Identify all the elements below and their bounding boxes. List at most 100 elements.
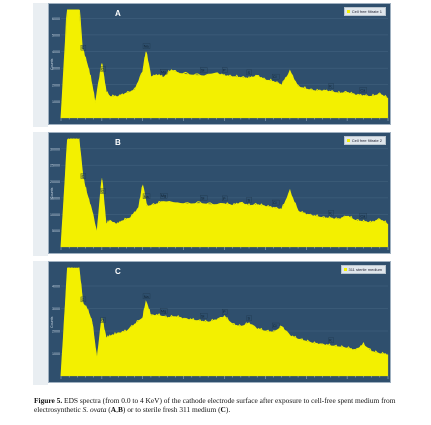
legend-c: 311 sterile medium [340,265,386,274]
peak-label-cl: Cl [273,324,277,328]
caption-text-5: ). [225,405,231,415]
peak-label-si: Si [201,69,205,73]
spectrum-panel-b: 30000 25000 20000 15000 10000 5000 B C O Na Mg Si P S… [48,132,391,254]
peak-label-box [142,193,151,199]
peak-label-box [246,69,252,76]
y-tick-label: 1000 [52,352,60,356]
spectrum-panel-c: 4000 3000 2000 1000 C C O Na Mg Si P S Cl K Counts 311… [48,261,391,383]
peak-label-k: K [329,85,332,89]
peak-label-box [272,199,280,206]
spectrum-a-svg: 6000 5000 4000 3000 2000 1000 A C O Na Mg Si P S Cl K Ca… [50,9,389,121]
peak-label-ca: Ca [360,88,366,92]
peak-label-o: O [101,190,104,194]
spectrum-area [60,138,389,248]
spectrum-panel-a: 6000 5000 4000 3000 2000 1000 A C O Na Mg Si P S Cl K Ca… [48,3,391,125]
peak-label-box [200,195,208,201]
spectrum-b-svg: 30000 25000 20000 15000 10000 5000 B C O Na Mg Si P S… [50,138,389,250]
peak-label-si: Si [201,314,205,318]
peak-label-box [80,296,87,303]
peak-label-k: K [329,211,332,215]
peak-label-p: P [223,69,226,73]
peak-label-box [160,308,168,314]
caption-bold-b: B [117,405,123,415]
y-tick-label: 4000 [52,50,60,54]
peak-label-o: O [101,319,104,323]
caption-text-2: ( [106,405,111,415]
peak-label-si: Si [201,196,205,200]
peak-label-c: C [82,175,85,179]
peak-label-box [142,43,151,49]
figure-label: Figure 5. [34,396,63,405]
peak-label-c: C [82,298,85,302]
peak-label-box [246,315,252,321]
figure-caption: Figure 5. EDS spectra (from 0.0 to 4 KeV… [34,396,426,415]
peak-label-box [359,87,367,93]
spectrum-line [60,9,387,119]
panel-letter: B [115,138,121,147]
peak-label-cl: Cl [273,201,277,205]
y-tick-label: 4000 [52,285,60,289]
panel-b-y-axis-frame [33,132,48,256]
y-tick-label: 2000 [52,83,60,87]
panel-a-y-axis-frame [33,3,48,127]
peak-label-box [80,173,87,179]
peak-label-box [200,67,208,73]
peak-label-box [246,197,252,203]
spectrum-line [60,138,388,248]
spectrum-line [60,267,387,377]
legend-b: Cell free filtrate 2 [343,136,386,145]
peak-label-box [272,322,280,329]
peak-label-box [100,66,106,72]
peak-label-box [100,317,106,323]
peak-label-s: S [248,71,251,75]
caption-bold-a: A [110,405,117,415]
peak-label-box [328,337,334,343]
spectrum-c-svg: 4000 3000 2000 1000 C C O Na Mg Si P S Cl K Counts [50,267,389,379]
peak-label-p: P [223,310,226,314]
peak-label-s: S [248,198,251,202]
panel-letter: C [115,267,121,276]
peak-label-o: O [101,67,104,71]
caption-text-4: ) or to sterile fresh 311 medium ( [122,405,221,415]
peak-label-mg: Mg [161,70,166,74]
peak-label-box [359,213,367,219]
spectrum-area [60,267,389,377]
y-tick-label: 25000 [50,164,60,168]
caption-text-3: , [116,405,118,415]
y-tick-label: 6000 [52,17,60,21]
caption-bold-c: C [220,405,226,415]
peak-label-box [272,73,280,80]
peak-label-k: K [329,339,332,343]
y-tick-label: 10000 [50,213,60,217]
legend-a: Cell free filtrate 1 [343,7,386,16]
y-tick-label: 5000 [52,33,60,37]
peak-label-s: S [248,317,251,321]
peak-label-box [200,313,208,319]
y-tick-label: 15000 [50,196,60,200]
y-tick-label: 1000 [52,100,60,104]
peak-label-box [222,67,228,73]
panel-c-y-axis-frame [33,261,48,385]
y-tick-label: 30000 [50,147,60,151]
peak-label-na: Na [144,195,150,199]
y-axis-label: Counts [50,187,54,199]
peak-label-cl: Cl [273,75,277,79]
panel-letter: A [115,9,121,18]
peak-label-box [328,210,334,216]
peak-label-box [222,309,228,315]
peak-label-box [80,45,87,51]
spectrum-area [60,9,389,119]
peak-label-box [160,69,168,75]
peak-label-box [100,188,106,194]
peak-label-box [222,195,228,202]
peak-label-mg: Mg [161,194,166,198]
peak-label-na: Na [144,295,150,299]
peak-label-ca: Ca [360,214,366,218]
peak-label-na: Na [144,45,150,49]
peak-label-box [142,293,151,299]
y-tick-label: 2000 [52,330,60,334]
peak-label-p: P [223,197,226,201]
y-tick-label: 3000 [52,307,60,311]
caption-text-1: EDS spectra (from 0.0 to 4 KeV) of the c… [34,396,396,415]
